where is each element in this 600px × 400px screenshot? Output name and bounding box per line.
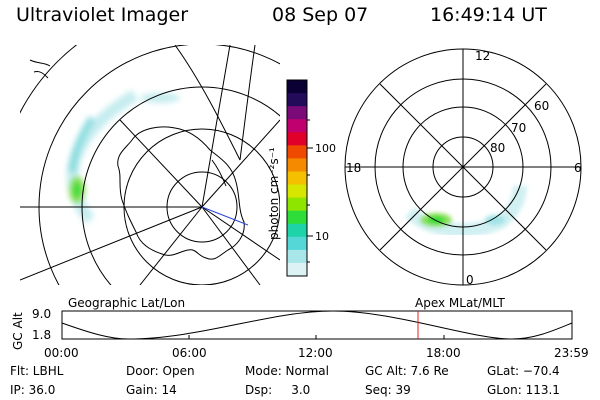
colorbar-segment — [287, 132, 307, 146]
xtick-0600: 06:00 — [172, 346, 207, 360]
colorbar-segment — [287, 197, 307, 212]
colorbar-segment — [287, 236, 307, 251]
colorbar-tick-10: 10 — [315, 230, 329, 243]
info-glat: GLat: −70.4 — [487, 364, 560, 378]
colorbar-segment — [287, 119, 307, 133]
colorbar — [287, 80, 307, 277]
date-label: 08 Sep 07 — [272, 4, 369, 26]
mlt-label-18: 18 — [346, 161, 361, 175]
left-map-label: Geographic Lat/Lon — [68, 296, 185, 310]
colorbar-segment — [287, 106, 307, 120]
colorbar-segment — [287, 262, 307, 277]
polar-map — [344, 48, 582, 286]
info-door: Door: Open — [126, 364, 195, 378]
colorbar-segment — [287, 93, 307, 107]
colorbar-segment — [287, 80, 307, 94]
time-label: 16:49:14 UT — [430, 4, 547, 26]
mlt-label-6: 6 — [574, 161, 582, 175]
info-ip: IP: 36.0 — [10, 383, 56, 397]
xtick-0000: 00:00 — [44, 346, 79, 360]
altitude-ytick-min: 1.8 — [32, 328, 51, 342]
altitude-ytick-max: 9.0 — [32, 307, 51, 321]
colorbar-segment — [287, 223, 307, 238]
xtick-2359: 23:59 — [554, 346, 589, 360]
info-gc-alt: GC Alt: 7.6 Re — [365, 364, 449, 378]
antarctica-coastline — [117, 126, 245, 260]
xtick-1800: 18:00 — [426, 346, 461, 360]
altitude-plot — [61, 310, 573, 340]
info-seq: Seq: 39 — [365, 383, 411, 397]
geographic-map — [20, 45, 280, 285]
mlat-label-70: 70 — [511, 121, 526, 135]
info-mode: Mode: Normal — [245, 364, 329, 378]
mlt-label-12: 12 — [475, 49, 490, 63]
right-map-label: Apex MLat/MLT — [415, 296, 505, 310]
info-glon: GLon: 113.1 — [487, 383, 560, 397]
app-title: Ultraviolet Imager — [16, 4, 189, 26]
colorbar-segment — [287, 158, 307, 172]
mlat-label-80: 80 — [490, 141, 505, 155]
info-gain: Gain: 14 — [126, 383, 177, 397]
aurora-glow-left — [66, 89, 180, 224]
colorbar-tick-100: 100 — [315, 142, 336, 155]
colorbar-segment — [287, 171, 307, 186]
colorbar-segment — [287, 145, 307, 159]
info-dsp: Dsp: 3.0 — [245, 383, 311, 397]
mlt-label-0: 0 — [466, 273, 474, 287]
altitude-ylabel: GC Alt — [11, 312, 25, 350]
colorbar-segment — [287, 249, 307, 264]
colorbar-segment — [287, 184, 307, 199]
xtick-1200: 12:00 — [298, 346, 333, 360]
colorbar-unit-label: photon cm⁻²s⁻¹ — [267, 147, 281, 240]
info-filter: Flt: LBHL — [10, 364, 64, 378]
mlat-label-60: 60 — [534, 99, 549, 113]
colorbar-segment — [287, 210, 307, 225]
